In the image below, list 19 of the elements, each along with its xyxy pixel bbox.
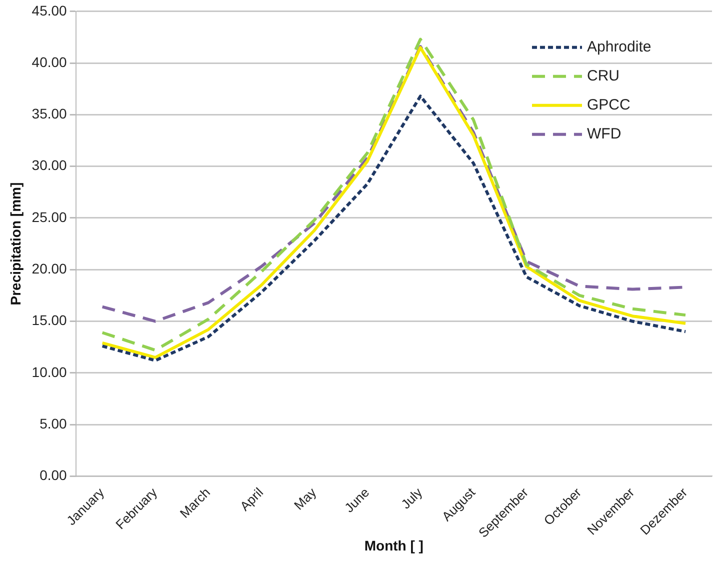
y-axis-title: Precipitation [mm] xyxy=(7,182,24,306)
y-tick-label: 25.00 xyxy=(32,208,68,225)
legend-label: WFD xyxy=(587,126,622,143)
x-tick-label: July xyxy=(398,484,426,512)
legend-label: Aphrodite xyxy=(587,38,652,56)
y-tick-label: 5.00 xyxy=(40,415,68,432)
legend-label: GPCC xyxy=(587,96,631,114)
y-tick-label: 0.00 xyxy=(40,467,68,484)
y-tick-label: 15.00 xyxy=(32,312,68,328)
y-tick-label: 35.00 xyxy=(32,106,68,122)
y-tick-label: 20.00 xyxy=(32,260,68,276)
line-series xyxy=(100,94,687,362)
y-tick-label: 45.00 xyxy=(32,2,68,18)
legend-label: CRU xyxy=(587,68,620,85)
x-tick-label: May xyxy=(291,484,320,513)
y-tick-label: 30.00 xyxy=(32,157,68,174)
x-axis-title: Month [ ] xyxy=(364,537,424,554)
y-tick-label: 40.00 xyxy=(32,54,68,70)
y-tick-label: 10.00 xyxy=(32,364,68,380)
